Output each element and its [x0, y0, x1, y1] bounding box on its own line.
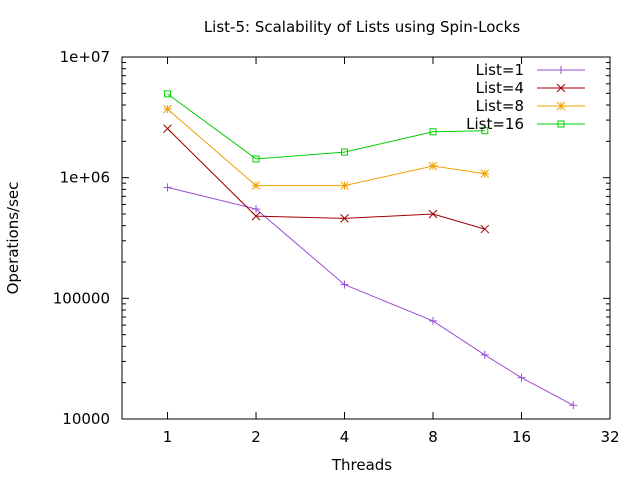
legend-marker	[556, 101, 566, 111]
series-line	[167, 186, 574, 406]
data-point	[340, 214, 349, 223]
data-point	[480, 350, 489, 359]
data-point	[428, 209, 438, 219]
data-point	[517, 373, 526, 382]
x-tick-label: 4	[340, 428, 350, 446]
y-axis-label: Operations/sec	[4, 182, 22, 295]
data-point	[340, 181, 349, 190]
series-list-4	[163, 124, 490, 234]
data-point	[163, 104, 172, 114]
legend-label: List=1	[476, 61, 524, 79]
data-point	[252, 155, 260, 163]
legend-label: List=4	[476, 79, 524, 97]
y-tick-label: 1e+07	[60, 48, 110, 66]
legend-label: List=16	[466, 115, 524, 133]
legend-marker	[557, 66, 565, 74]
series-list-1	[163, 183, 578, 410]
data-point	[163, 124, 172, 133]
series-line	[167, 108, 485, 187]
legend-item: List=8	[476, 97, 585, 115]
data-point	[428, 161, 438, 171]
data-point	[251, 211, 261, 221]
y-tick-label: 10000	[62, 410, 110, 428]
x-tick-label: 2	[251, 428, 261, 446]
data-point	[481, 127, 489, 135]
data-point	[569, 401, 578, 410]
y-axis: 10000 100000 1e+06 1e+07	[53, 48, 610, 428]
data-point	[480, 224, 490, 234]
legend-item: List=16	[466, 115, 585, 133]
legend-item: List=4	[476, 79, 585, 97]
chart-title: List-5: Scalability of Lists using Spin-…	[204, 18, 521, 36]
data-point	[340, 280, 349, 289]
series-layer	[163, 90, 578, 410]
data-point	[163, 183, 172, 192]
data-point	[251, 181, 261, 190]
data-point	[480, 169, 490, 178]
data-point	[429, 316, 438, 325]
series-list-8	[163, 104, 490, 190]
x-axis: 1 2 4 8 16 32	[163, 57, 620, 446]
x-tick-label: 16	[512, 428, 531, 446]
data-point	[164, 90, 172, 98]
x-tick-label: 8	[428, 428, 438, 446]
data-point	[341, 148, 349, 156]
data-point	[252, 204, 261, 213]
series-line	[167, 128, 485, 230]
legend-label: List=8	[476, 97, 524, 115]
legend-marker	[556, 83, 566, 93]
plot-area-frame	[121, 56, 611, 420]
series-list-16	[164, 90, 489, 163]
y-tick-label: 1e+06	[60, 169, 110, 187]
y-tick-label: 100000	[53, 289, 110, 307]
legend-item: List=1	[476, 61, 585, 79]
x-tick-label: 1	[163, 428, 173, 446]
legend-marker	[557, 120, 565, 128]
data-point	[429, 128, 437, 136]
series-line	[167, 93, 485, 160]
x-tick-label: 32	[600, 428, 619, 446]
x-axis-label: Threads	[331, 456, 392, 474]
